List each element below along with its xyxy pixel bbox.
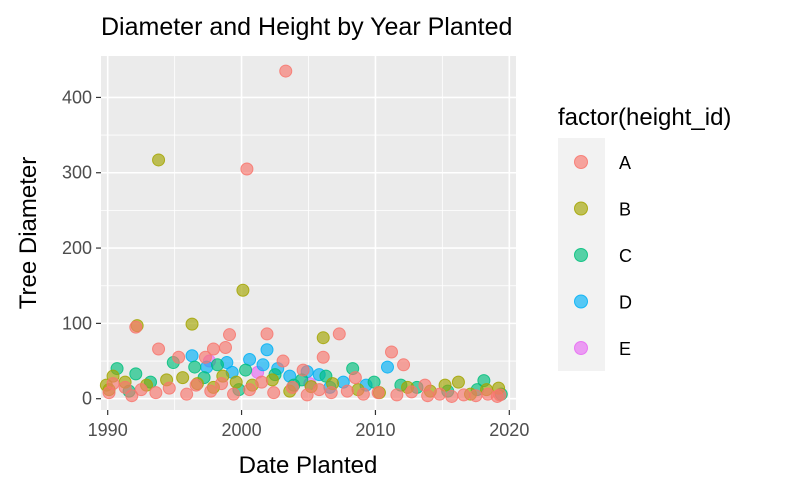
y-tick-label: 100	[62, 313, 92, 333]
data-point	[385, 345, 398, 359]
data-point	[267, 386, 281, 400]
y-axis-ticks: 0 100 200 300 400	[62, 87, 101, 409]
data-point	[243, 383, 257, 397]
data-point	[457, 388, 471, 402]
series-a	[102, 64, 507, 403]
legend-key-a	[574, 155, 588, 169]
legend: factor(height_id) A B C D E	[558, 104, 731, 371]
data-point	[185, 317, 199, 331]
data-point	[172, 350, 186, 364]
data-point	[152, 342, 166, 356]
data-point	[276, 354, 290, 368]
data-point	[240, 162, 254, 176]
data-point	[129, 367, 143, 381]
data-point	[348, 371, 362, 385]
data-point	[332, 327, 346, 341]
data-point	[223, 328, 237, 342]
legend-label-d: D	[619, 293, 632, 313]
data-point	[312, 383, 326, 397]
legend-label-a: A	[619, 153, 631, 173]
data-point	[300, 388, 314, 402]
data-point	[129, 320, 143, 334]
data-point	[134, 383, 148, 397]
data-point	[180, 387, 194, 401]
data-point	[380, 360, 394, 374]
x-tick-label: 2000	[222, 420, 262, 440]
data-point	[469, 389, 483, 403]
major-gridlines	[101, 56, 516, 410]
data-point	[265, 373, 279, 387]
data-point	[260, 327, 274, 341]
x-tick-label: 2020	[489, 420, 529, 440]
y-tick-label: 0	[82, 389, 92, 409]
data-point	[356, 387, 370, 401]
y-tick-label: 300	[62, 163, 92, 183]
data-point	[371, 386, 385, 400]
data-point	[229, 375, 243, 389]
data-point	[340, 384, 354, 398]
data-point	[324, 386, 338, 400]
y-axis-title: Tree Diameter	[15, 157, 42, 309]
legend-key-e	[574, 341, 588, 355]
data-point	[227, 387, 241, 401]
x-tick-label: 2010	[355, 420, 395, 440]
data-point	[405, 385, 419, 399]
data-point	[296, 363, 310, 377]
data-point	[210, 358, 224, 372]
data-point	[204, 384, 218, 398]
data-point	[185, 349, 199, 363]
data-point	[390, 388, 404, 402]
data-point	[255, 375, 269, 389]
data-point	[125, 389, 139, 403]
data-point	[285, 380, 299, 394]
x-axis-title: Date Planted	[239, 452, 378, 479]
legend-key-b	[574, 201, 588, 216]
data-point	[189, 378, 203, 392]
data-point	[102, 386, 116, 400]
legend-title: factor(height_id)	[558, 104, 731, 131]
data-point	[316, 331, 330, 345]
data-point	[279, 64, 293, 78]
x-axis-ticks: 1990 2000 2010 2020	[88, 410, 529, 440]
data-point	[219, 340, 232, 354]
data-point	[256, 358, 270, 372]
data-point	[451, 375, 465, 389]
legend-label-c: C	[619, 246, 632, 266]
data-point	[152, 153, 166, 167]
chart-title: Diameter and Height by Year Planted	[101, 13, 512, 41]
data-point	[445, 389, 459, 403]
data-points	[99, 64, 508, 403]
x-tick-label: 1990	[88, 420, 128, 440]
data-point	[493, 388, 507, 402]
data-point	[176, 371, 190, 385]
data-point	[397, 358, 411, 372]
legend-label-e: E	[619, 339, 631, 359]
data-point	[162, 381, 176, 395]
data-point	[418, 378, 432, 392]
data-point	[236, 283, 250, 297]
data-point	[198, 350, 212, 364]
data-point	[260, 343, 274, 357]
legend-items: A B C D E	[574, 153, 632, 359]
data-point	[149, 386, 163, 400]
legend-key-c	[574, 248, 588, 262]
data-point	[316, 350, 330, 364]
data-point	[214, 377, 228, 391]
data-point	[433, 387, 447, 401]
legend-key-d	[574, 294, 588, 309]
data-point	[239, 363, 253, 377]
data-point	[421, 389, 435, 403]
y-tick-label: 400	[62, 87, 92, 107]
legend-label-b: B	[619, 200, 631, 220]
data-point	[188, 360, 202, 374]
y-tick-label: 200	[62, 238, 92, 258]
